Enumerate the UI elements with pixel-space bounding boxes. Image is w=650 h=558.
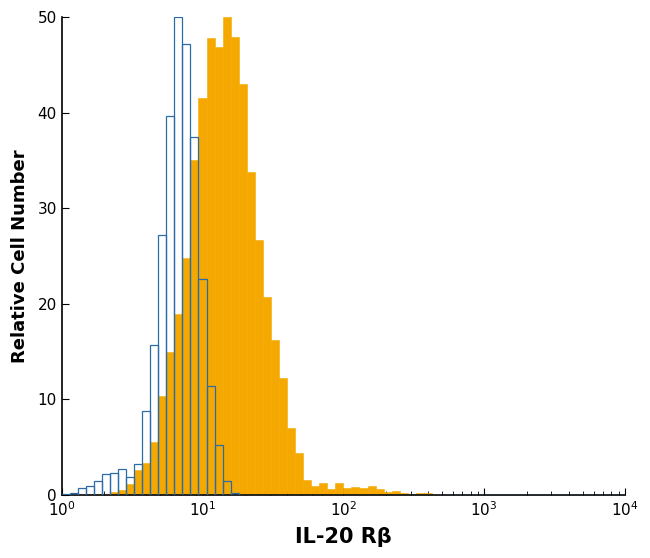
Bar <box>126 477 134 495</box>
Bar <box>295 453 303 495</box>
Bar <box>239 84 247 495</box>
Bar <box>392 491 400 495</box>
Bar <box>207 386 215 495</box>
Bar <box>287 427 295 495</box>
Bar <box>198 98 207 495</box>
Bar <box>118 490 126 495</box>
Bar <box>94 494 102 495</box>
Bar <box>335 483 343 495</box>
Bar <box>424 493 432 495</box>
Bar <box>150 345 158 495</box>
Bar <box>86 486 94 495</box>
Bar <box>343 488 352 495</box>
Bar <box>247 172 255 495</box>
Bar <box>70 493 78 495</box>
Bar <box>303 480 311 495</box>
Bar <box>102 494 110 495</box>
Bar <box>255 240 263 495</box>
Bar <box>78 488 86 495</box>
Bar <box>279 378 287 495</box>
Bar <box>134 470 142 495</box>
Bar <box>207 38 215 495</box>
Bar <box>183 258 190 495</box>
Bar <box>190 137 198 495</box>
Bar <box>142 463 150 495</box>
Bar <box>198 279 207 495</box>
Bar <box>376 489 384 495</box>
Bar <box>166 116 174 495</box>
Bar <box>110 492 118 495</box>
Bar <box>174 17 183 495</box>
Bar <box>384 492 392 495</box>
Bar <box>408 494 416 495</box>
Bar <box>134 464 142 495</box>
X-axis label: IL-20 Rβ: IL-20 Rβ <box>295 527 392 547</box>
Bar <box>110 473 118 495</box>
Bar <box>352 487 359 495</box>
Bar <box>271 340 279 495</box>
Bar <box>231 493 239 495</box>
Bar <box>174 314 183 495</box>
Bar <box>158 235 166 495</box>
Bar <box>86 494 94 495</box>
Bar <box>231 37 239 495</box>
Bar <box>142 411 150 495</box>
Bar <box>327 489 335 495</box>
Bar <box>94 480 102 495</box>
Bar <box>400 493 408 495</box>
Bar <box>311 486 319 495</box>
Bar <box>158 396 166 495</box>
Bar <box>359 488 367 495</box>
Bar <box>166 352 174 495</box>
Bar <box>263 297 271 495</box>
Bar <box>183 44 190 495</box>
Bar <box>214 445 223 495</box>
Bar <box>223 17 231 495</box>
Bar <box>367 486 376 495</box>
Bar <box>223 481 231 495</box>
Bar <box>118 469 126 495</box>
Bar <box>214 47 223 495</box>
Bar <box>150 442 158 495</box>
Bar <box>190 160 198 495</box>
Bar <box>126 484 134 495</box>
Bar <box>62 494 70 495</box>
Bar <box>102 474 110 495</box>
Bar <box>319 483 327 495</box>
Bar <box>416 493 424 495</box>
Y-axis label: Relative Cell Number: Relative Cell Number <box>11 149 29 363</box>
